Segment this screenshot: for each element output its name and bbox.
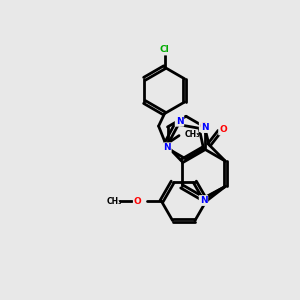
- Text: Cl: Cl: [160, 46, 170, 55]
- Text: O: O: [219, 125, 227, 134]
- Text: N: N: [163, 143, 171, 152]
- Text: N: N: [200, 196, 207, 205]
- Text: CH₃: CH₃: [106, 197, 122, 206]
- Text: O: O: [200, 122, 208, 131]
- Text: CH₃: CH₃: [185, 130, 200, 139]
- Text: N: N: [201, 123, 209, 132]
- Text: N: N: [176, 117, 183, 126]
- Text: O: O: [134, 197, 142, 206]
